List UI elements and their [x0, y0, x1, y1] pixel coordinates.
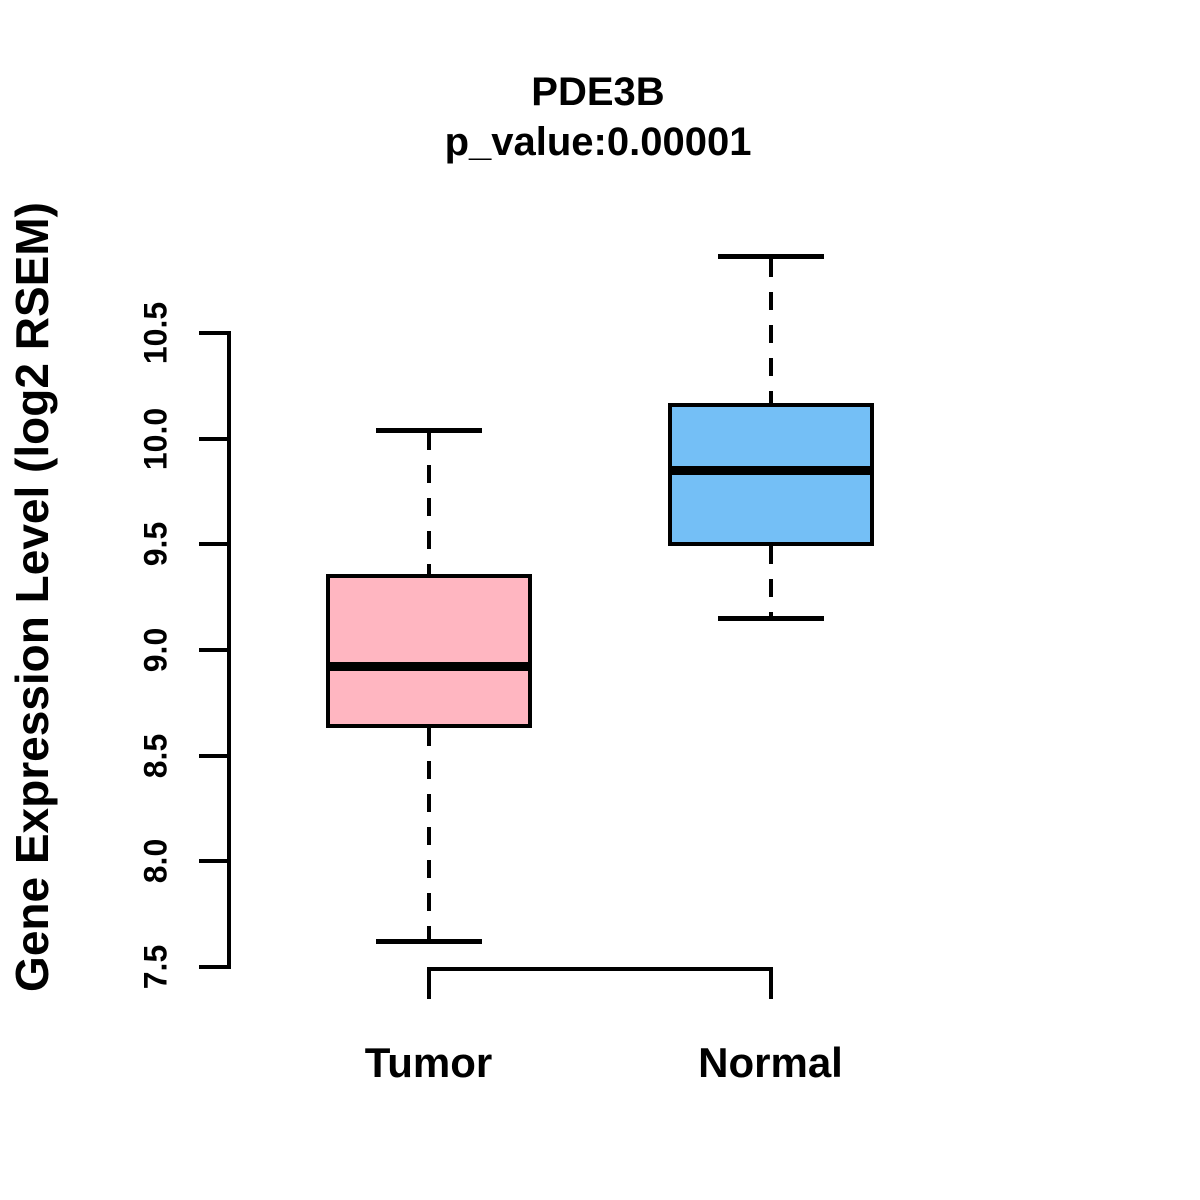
median-line — [667, 465, 874, 475]
y-axis-tick-label: 9.0 — [137, 627, 174, 673]
y-axis-tick — [199, 648, 229, 652]
y-axis-tick-label: 9.5 — [137, 522, 174, 567]
median-line — [325, 662, 532, 672]
chart-title: PDE3B — [531, 70, 665, 114]
category-label-tumor: Tumor — [364, 1039, 493, 1086]
lower-whisker-cap — [375, 939, 482, 945]
y-axis-tick-label: 8.5 — [137, 733, 174, 778]
chart-pvalue-subtitle: p_value:0.00001 — [444, 120, 752, 164]
lower-whisker — [768, 546, 773, 617]
y-axis-line — [227, 331, 231, 969]
y-axis-tick — [199, 542, 229, 547]
y-axis-tick-label: 10.0 — [137, 407, 174, 470]
category-label-normal: Normal — [698, 1039, 843, 1086]
y-axis-tick — [199, 753, 229, 758]
iqr-box-tumor — [325, 574, 532, 729]
lower-whisker — [426, 728, 431, 940]
upper-whisker-cap — [717, 254, 824, 260]
upper-whisker — [426, 432, 431, 575]
y-axis-tick — [199, 965, 229, 969]
upper-whisker-cap — [375, 427, 482, 433]
y-axis-tick — [199, 859, 229, 864]
x-axis-tick — [426, 969, 431, 999]
x-axis-line — [426, 967, 773, 971]
y-axis-tick — [199, 436, 229, 441]
x-axis-tick — [768, 969, 773, 999]
upper-whisker — [768, 258, 773, 403]
y-axis-title: Gene Expression Level (log2 RSEM) — [6, 202, 58, 992]
y-axis-tick-label: 8.0 — [137, 839, 174, 884]
y-axis-tick-label: 10.5 — [137, 301, 174, 365]
lower-whisker-cap — [717, 615, 824, 621]
y-axis-tick-label: 7.5 — [137, 944, 174, 990]
y-axis-tick — [199, 331, 229, 335]
